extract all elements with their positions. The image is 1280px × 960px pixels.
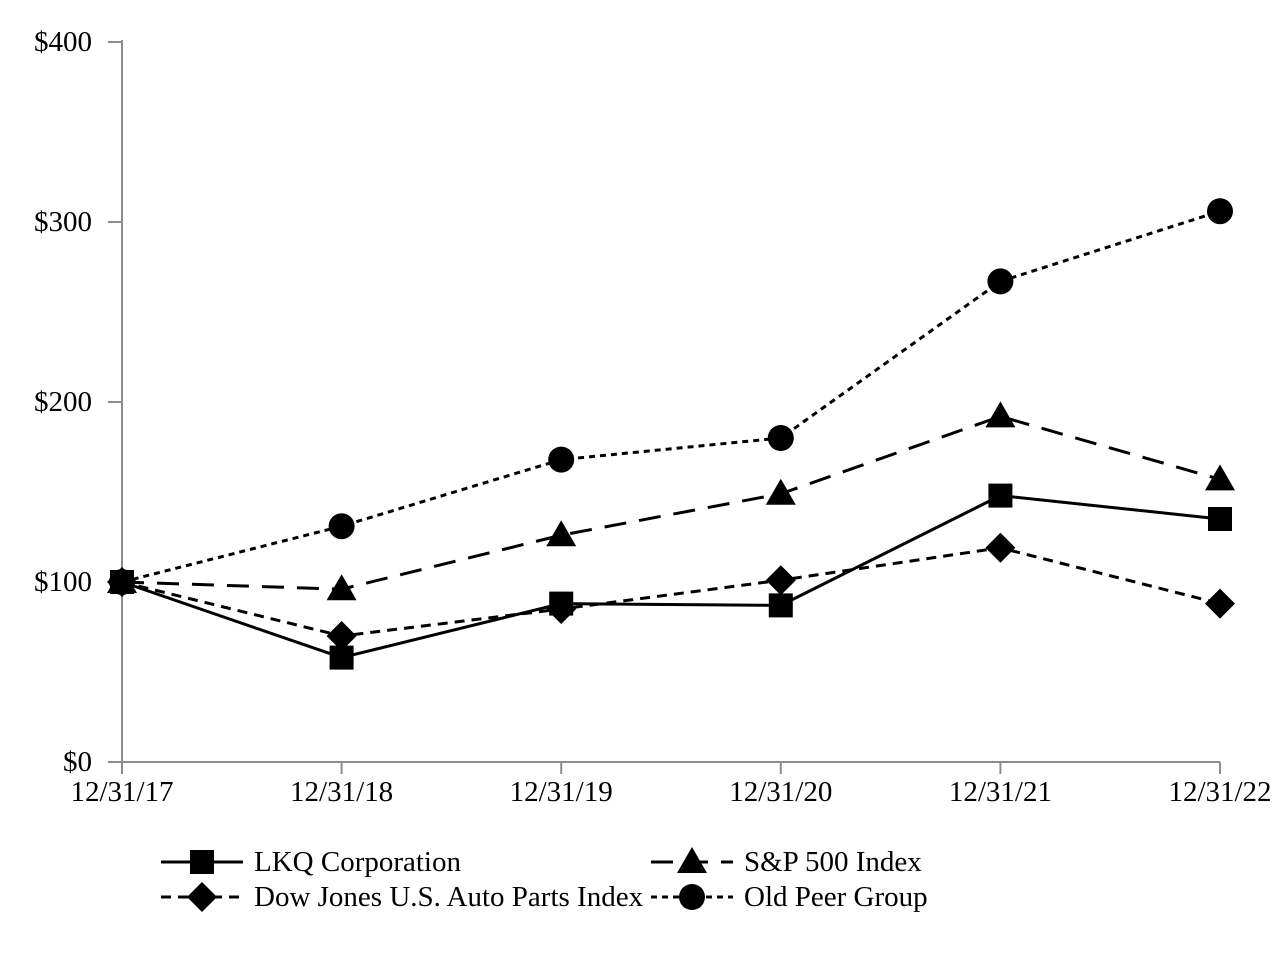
series-marker-triangle-1 (1205, 464, 1235, 491)
series-marker-square-0 (768, 593, 793, 618)
series-marker-triangle-1 (546, 520, 577, 547)
series-0 (110, 483, 1232, 670)
series-marker-triangle-1 (326, 574, 357, 601)
x-axis-tick-label: 12/31/21 (948, 776, 1052, 808)
series-marker-diamond-2 (1205, 588, 1235, 619)
x-axis-tick-label: 12/31/18 (290, 776, 394, 808)
series-marker-square-0 (1208, 507, 1232, 531)
series-marker-diamond-2 (765, 565, 796, 596)
series-marker-square-0 (329, 645, 354, 670)
series-marker-diamond-2 (326, 621, 357, 651)
series-marker-square-0 (549, 591, 574, 616)
series-1 (107, 401, 1235, 601)
x-axis-tick-label: 12/31/19 (509, 776, 613, 808)
y-axis-tick-label: $0 (63, 746, 92, 778)
series-marker-circle-3 (987, 268, 1014, 295)
y-axis-tick-label: $300 (34, 206, 92, 238)
series-line-3 (121, 209, 1221, 584)
series-marker-circle-3 (767, 425, 794, 451)
series-marker-circle-3 (328, 513, 355, 540)
series-line-1 (121, 414, 1221, 591)
series-marker-diamond-2 (985, 532, 1016, 563)
series-marker-triangle-1 (765, 478, 796, 505)
series-marker-circle-3 (1207, 198, 1233, 225)
series-marker-circle-3 (548, 446, 575, 473)
x-axis-tick-label: 12/31/17 (70, 776, 174, 808)
x-axis-tick-label: 12/31/22 (1168, 776, 1272, 808)
series-marker-square-0 (988, 483, 1013, 508)
series-line-2 (121, 546, 1221, 638)
series-line-0 (121, 494, 1221, 660)
series-2 (107, 532, 1235, 651)
series-marker-square-0 (110, 570, 134, 594)
series-3 (109, 198, 1233, 595)
y-axis-tick-label: $100 (34, 566, 92, 598)
series-marker-triangle-1 (985, 401, 1016, 428)
y-axis-tick-label: $200 (34, 386, 92, 418)
x-axis-tick-label: 12/31/20 (729, 776, 833, 808)
y-axis-tick-label: $400 (34, 26, 92, 58)
